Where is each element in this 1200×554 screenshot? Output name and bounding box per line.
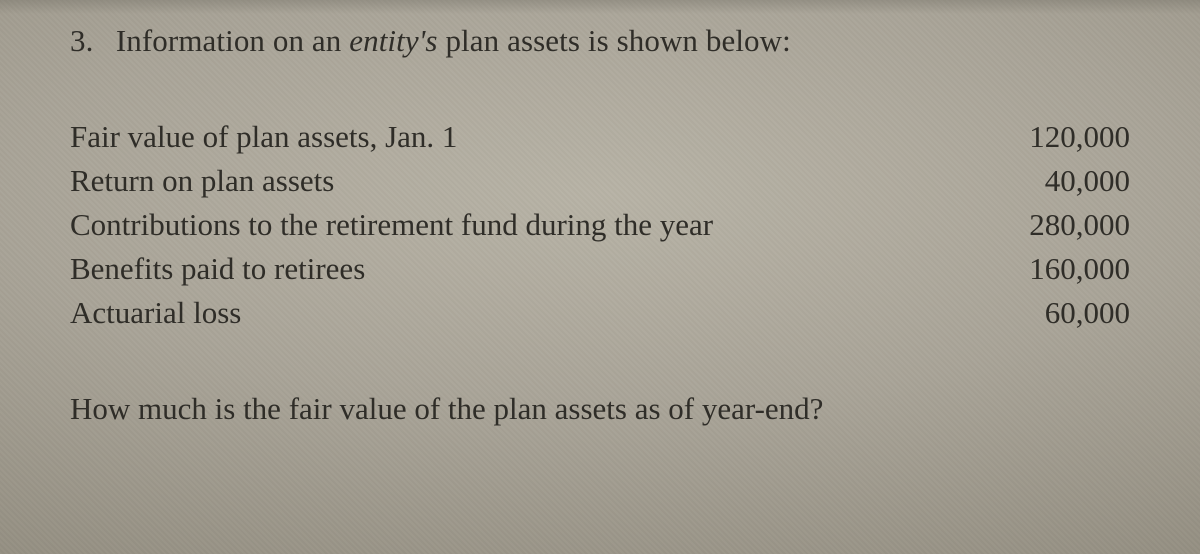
table-row: Contributions to the retirement fund dur… [70, 203, 1130, 247]
row-value: 40,000 [990, 159, 1130, 203]
row-label: Contributions to the retirement fund dur… [70, 203, 990, 247]
row-value: 120,000 [990, 115, 1130, 159]
question-prompt-part-1: Information on an [116, 23, 349, 58]
page: 3. Information on an entity's plan asset… [0, 0, 1200, 554]
question-ask: How much is the fair value of the plan a… [70, 391, 1130, 427]
question-number: 3. [70, 22, 108, 61]
data-table: Fair value of plan assets, Jan. 1 120,00… [70, 115, 1130, 335]
row-label: Fair value of plan assets, Jan. 1 [70, 115, 990, 159]
table-row: Fair value of plan assets, Jan. 1 120,00… [70, 115, 1130, 159]
table-row: Return on plan assets 40,000 [70, 159, 1130, 203]
table-row: Benefits paid to retirees 160,000 [70, 247, 1130, 291]
question-line: 3. Information on an entity's plan asset… [70, 22, 1130, 61]
question-prompt-italic: entity's [349, 23, 437, 58]
row-label: Benefits paid to retirees [70, 247, 990, 291]
row-value: 60,000 [990, 291, 1130, 335]
table-row: Actuarial loss 60,000 [70, 291, 1130, 335]
row-label: Actuarial loss [70, 291, 990, 335]
row-value: 280,000 [990, 203, 1130, 247]
question-prompt-part-3: plan assets is shown below: [438, 23, 791, 58]
row-label: Return on plan assets [70, 159, 990, 203]
row-value: 160,000 [990, 247, 1130, 291]
